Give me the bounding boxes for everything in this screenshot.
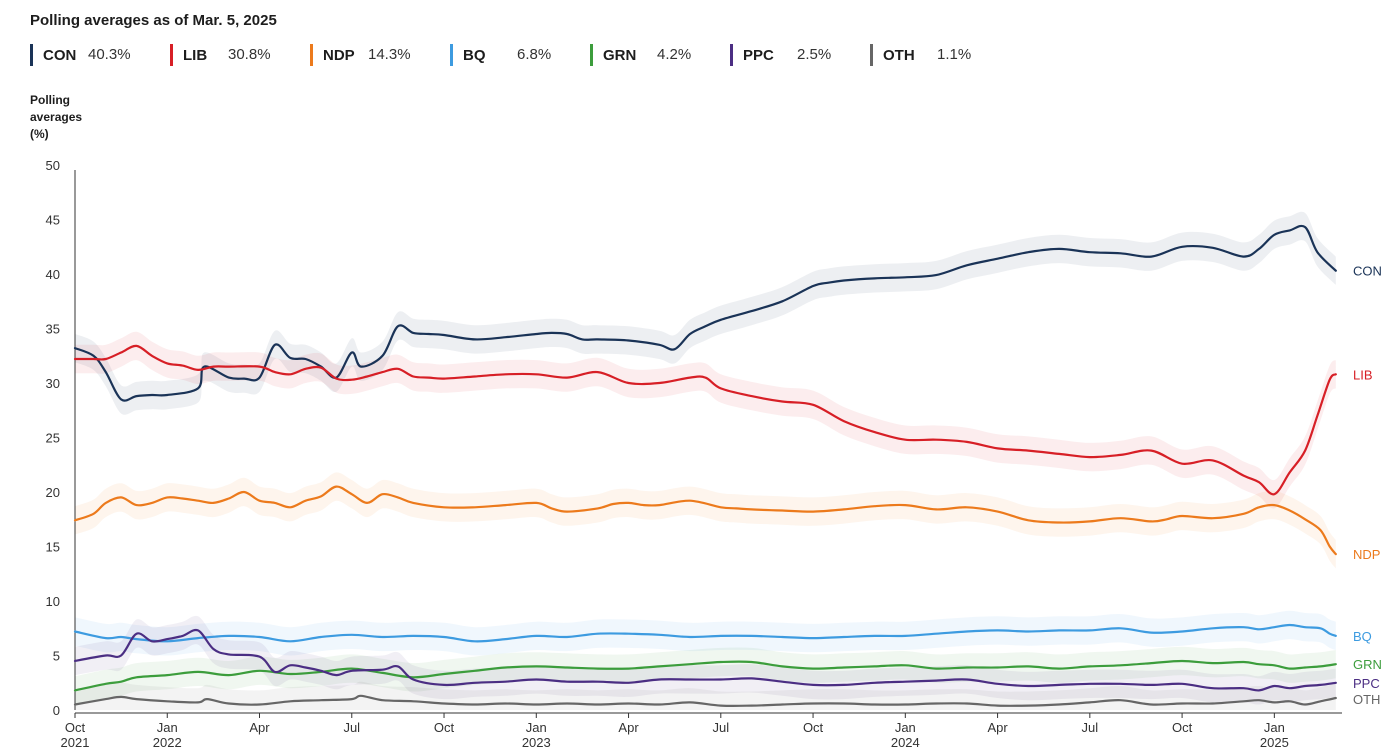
legend-value-ndp: 14.3% <box>368 46 411 63</box>
y-tick-label: 20 <box>46 485 60 500</box>
x-tick-year-label: 2021 <box>61 735 90 750</box>
y-axis-title-line: (%) <box>30 127 49 141</box>
legend-swatch-ndp <box>310 44 313 66</box>
legend-item-ndp: NDP 14.3% <box>310 44 411 66</box>
y-axis-title: Polling averages (%) <box>30 92 82 143</box>
legend-swatch-bq <box>450 44 453 66</box>
legend-label-con: CON <box>43 46 77 64</box>
y-axis-title-line: averages <box>30 110 83 124</box>
legend-label-bq: BQ <box>463 46 486 64</box>
band-ndp <box>75 472 1336 569</box>
legend-value-lib: 30.8% <box>228 46 271 63</box>
legend-label-ppc: PPC <box>743 46 774 64</box>
x-tick-label: Apr <box>249 720 270 735</box>
legend-swatch-oth <box>870 44 873 66</box>
legend-item-oth: OTH 1.1% <box>870 44 971 66</box>
band-bq <box>75 610 1336 656</box>
y-tick-label: 15 <box>46 540 60 555</box>
series-line-bq <box>73 623 1337 643</box>
legend-item-ppc: PPC 2.5% <box>730 44 831 66</box>
legend-value-grn: 4.2% <box>657 46 692 63</box>
x-tick-year-label: 2025 <box>1260 735 1289 750</box>
series-line-lib <box>73 344 1337 496</box>
legend-label-oth: OTH <box>883 46 915 64</box>
x-tick-label: Oct <box>1172 720 1193 735</box>
x-tick-label: Jul <box>1082 720 1099 735</box>
x-tick-label: Jan <box>895 720 916 735</box>
end-label-oth: OTH <box>1353 692 1380 707</box>
x-tick-label: Jul <box>343 720 360 735</box>
legend-value-bq: 6.8% <box>517 46 552 63</box>
end-label-bq: BQ <box>1353 629 1372 644</box>
band-lib <box>75 331 1336 509</box>
y-tick-label: 25 <box>46 431 60 446</box>
legend-value-con: 40.3% <box>88 46 131 63</box>
x-tick-label: Apr <box>618 720 639 735</box>
legend-swatch-grn <box>590 44 593 66</box>
x-tick-label: Jan <box>526 720 547 735</box>
y-tick-label: 0 <box>53 703 60 718</box>
end-label-grn: GRN <box>1353 657 1382 672</box>
y-tick-label: 35 <box>46 322 60 337</box>
series-lines <box>73 224 1337 708</box>
band-ppc <box>75 615 1336 705</box>
end-label-ppc: PPC <box>1353 676 1380 691</box>
legend-label-lib: LIB <box>183 46 208 64</box>
legend-swatch-lib <box>170 44 173 66</box>
band-grn <box>75 646 1336 705</box>
y-axis-title-line: Polling <box>30 93 70 107</box>
series-line-con <box>73 224 1337 402</box>
end-label-ndp: NDP <box>1353 547 1380 562</box>
y-tick-label: 30 <box>46 376 60 391</box>
y-tick-label: 50 <box>46 158 60 173</box>
series-line-oth <box>73 694 1337 708</box>
legend-item-bq: BQ 6.8% <box>450 44 551 66</box>
uncertainty-bands <box>75 211 1336 710</box>
series-line-ppc <box>73 628 1337 692</box>
series-line-ndp <box>73 485 1337 556</box>
band-oth <box>75 681 1336 710</box>
x-tick-year-label: 2023 <box>522 735 551 750</box>
x-tick-year-label: 2022 <box>153 735 182 750</box>
end-label-lib: LIB <box>1353 367 1373 382</box>
x-tick-label: Oct <box>434 720 455 735</box>
x-tick-label: Jan <box>157 720 178 735</box>
legend-swatch-ppc <box>730 44 733 66</box>
legend-swatch-con <box>30 44 33 66</box>
legend-value-ppc: 2.5% <box>797 46 832 63</box>
y-tick-label: 5 <box>53 649 60 664</box>
y-tick-label: 40 <box>46 267 60 282</box>
band-con <box>75 211 1336 415</box>
legend-label-grn: GRN <box>603 46 637 64</box>
legend-value-oth: 1.1% <box>937 46 972 63</box>
y-tick-label: 10 <box>46 594 60 609</box>
x-tick-label: Oct <box>803 720 824 735</box>
x-tick-label: Jul <box>712 720 729 735</box>
x-tick-label: Oct <box>65 720 86 735</box>
legend-item-grn: GRN 4.2% <box>590 44 691 66</box>
legend-label-ndp: NDP <box>323 46 355 64</box>
legend-item-con: CON 40.3% <box>30 44 131 66</box>
end-label-con: CON <box>1353 264 1382 279</box>
legend-item-lib: LIB 30.8% <box>170 44 271 66</box>
y-tick-label: 45 <box>46 213 60 228</box>
x-tick-label: Apr <box>987 720 1008 735</box>
x-tick-label: Jan <box>1264 720 1285 735</box>
chart-title: Polling averages as of Mar. 5, 2025 <box>30 12 277 29</box>
x-tick-year-label: 2024 <box>891 735 920 750</box>
